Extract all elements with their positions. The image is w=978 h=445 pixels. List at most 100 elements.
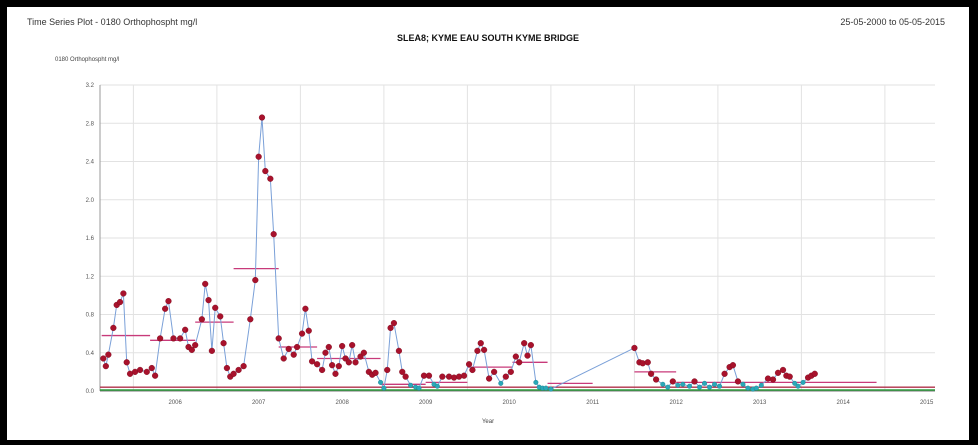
data-point — [445, 373, 453, 380]
data-point — [729, 362, 737, 369]
y-tick-label: 0.8 — [86, 313, 95, 319]
data-point — [387, 324, 394, 331]
data-point — [349, 342, 356, 349]
data-point — [680, 381, 686, 387]
y-tick-label: 0.0 — [86, 389, 95, 395]
chart-title: SLEA8; KYME EAU SOUTH KYME BRIDGE — [396, 33, 580, 43]
x-tick-label: 2012 — [669, 400, 683, 406]
data-point — [305, 327, 312, 334]
data-point — [302, 305, 309, 312]
data-point — [800, 379, 806, 385]
data-point — [734, 378, 742, 385]
data-point — [202, 280, 209, 288]
data-point — [255, 153, 262, 160]
data-point — [165, 298, 172, 305]
data-point — [408, 382, 414, 388]
x-tick-label: 2010 — [502, 400, 516, 406]
data-point — [717, 383, 723, 389]
x-tick-label: 2013 — [753, 400, 767, 406]
data-point — [639, 360, 646, 367]
data-point — [148, 364, 155, 372]
data-point — [753, 385, 759, 391]
data-point — [395, 347, 403, 354]
data-point — [332, 370, 339, 377]
data-point — [381, 385, 387, 391]
data-point — [378, 379, 384, 385]
data-point — [217, 313, 224, 320]
data-point — [687, 383, 693, 389]
y-tick-label: 0.4 — [86, 351, 95, 357]
data-point — [360, 349, 367, 356]
data-point — [481, 346, 488, 353]
data-point — [512, 353, 519, 360]
data-point — [460, 372, 468, 379]
y-tick-label: 1.6 — [86, 236, 95, 242]
data-point — [280, 355, 287, 362]
data-point — [786, 373, 793, 380]
data-point — [120, 290, 127, 297]
data-point — [774, 369, 782, 376]
data-point — [162, 305, 169, 312]
data-point — [298, 330, 306, 337]
data-point — [123, 359, 130, 366]
data-point — [345, 359, 352, 366]
data-point — [258, 114, 266, 121]
data-point — [177, 335, 184, 342]
data-point — [136, 366, 144, 374]
data-point — [339, 342, 346, 350]
data-point — [507, 368, 514, 375]
y-axis-label: 0180 Orthophospht mg/l — [55, 57, 120, 63]
data-point — [285, 345, 292, 353]
data-point — [745, 385, 751, 391]
data-point — [198, 316, 205, 323]
data-point — [486, 375, 493, 382]
data-point — [152, 372, 159, 379]
data-point — [502, 373, 509, 380]
data-point — [252, 276, 259, 284]
data-point — [329, 362, 336, 369]
data-point — [110, 324, 117, 331]
data-point — [208, 347, 215, 354]
plot-type-label: Time Series Plot - 0180 Orthophospht mg/… — [27, 17, 198, 27]
data-point — [267, 175, 274, 182]
data-point — [769, 376, 777, 383]
data-point — [653, 376, 660, 383]
y-tick-label: 2.8 — [86, 121, 95, 127]
data-point — [192, 342, 199, 349]
data-point — [707, 384, 713, 390]
data-point — [795, 383, 801, 389]
y-tick-label: 3.2 — [86, 83, 95, 89]
data-point — [521, 340, 528, 347]
data-point — [402, 373, 409, 380]
data-point — [691, 378, 698, 385]
data-point — [740, 381, 746, 387]
data-point — [491, 368, 498, 375]
x-tick-label: 2014 — [836, 400, 850, 406]
data-point — [721, 370, 728, 377]
y-tick-label: 2.0 — [86, 198, 95, 204]
data-point — [543, 385, 549, 391]
data-point — [669, 378, 676, 385]
data-point — [631, 344, 638, 352]
data-point — [439, 373, 446, 380]
data-point — [477, 340, 484, 347]
data-point — [262, 167, 269, 175]
data-point — [516, 359, 523, 366]
data-point — [143, 368, 150, 375]
data-point — [792, 380, 798, 386]
data-point — [675, 382, 681, 388]
data-point — [384, 366, 391, 374]
data-point — [434, 383, 440, 389]
data-point — [325, 343, 332, 351]
data-point — [322, 349, 329, 356]
data-point — [247, 316, 254, 323]
data-point — [425, 372, 433, 379]
data-point — [240, 363, 247, 370]
x-tick-label: 2008 — [335, 400, 349, 406]
data-point — [498, 380, 504, 386]
data-point — [314, 361, 321, 368]
data-point — [220, 340, 227, 347]
data-point — [399, 368, 406, 375]
data-point — [352, 359, 359, 366]
data-point — [205, 297, 212, 304]
